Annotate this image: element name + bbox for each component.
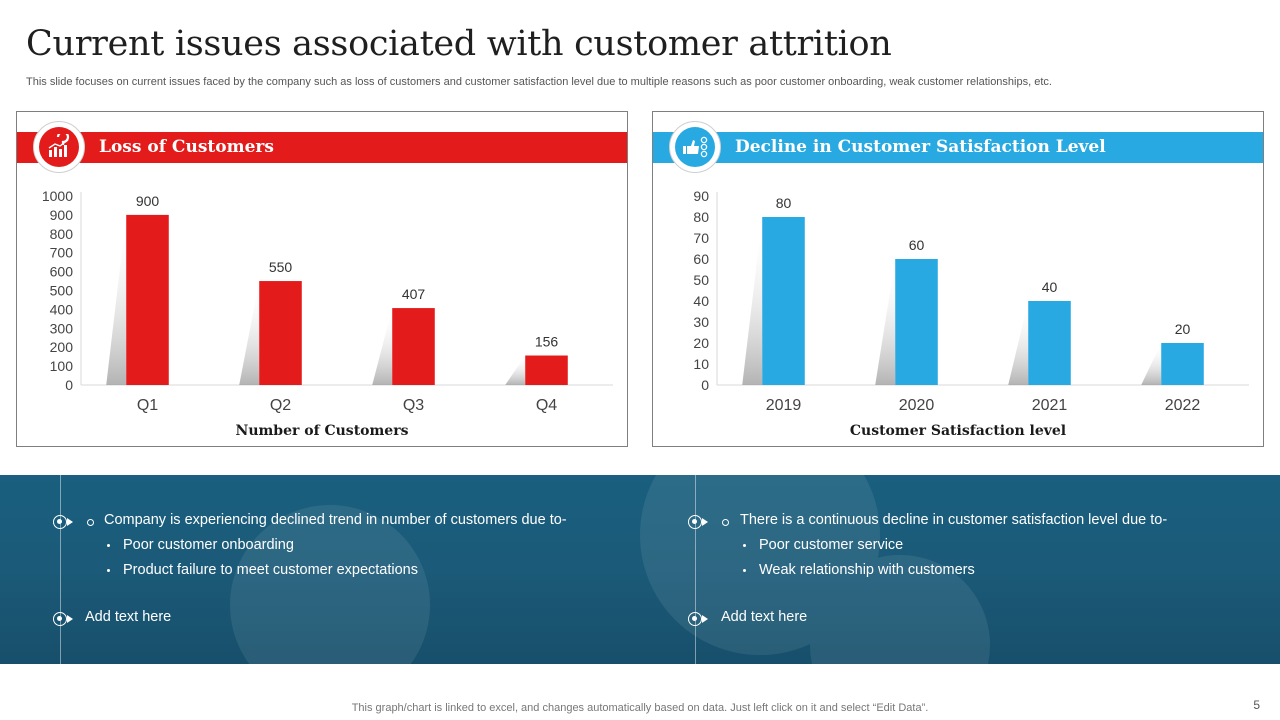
data-label: 156 — [535, 334, 559, 350]
divider-line — [695, 475, 696, 664]
panel-icon-badge — [33, 121, 85, 173]
circle-bullet-icon — [87, 519, 94, 526]
y-tick-label: 50 — [693, 272, 709, 288]
divider-line — [60, 475, 61, 664]
bar — [1161, 343, 1204, 385]
y-tick-label: 500 — [50, 283, 74, 299]
chart-caption: Number of Customers — [235, 423, 409, 439]
bar-shadow — [742, 217, 763, 385]
bullet-icon — [107, 569, 110, 572]
arrow-icon — [702, 518, 708, 526]
loss-of-customers-panel: Loss of Customers 0 100 200 300 400 500 600 700… — [16, 111, 628, 447]
bar-shadow — [239, 281, 260, 385]
chart-caption: Customer Satisfaction level — [849, 423, 1067, 439]
y-tick-label: 0 — [65, 377, 73, 393]
note-sub-item: Poor customer service — [759, 537, 904, 553]
y-tick-label: 80 — [693, 209, 709, 225]
bar — [525, 355, 568, 385]
data-label: 60 — [909, 237, 925, 253]
timeline-marker-icon — [53, 515, 67, 529]
y-tick-label: 40 — [693, 293, 709, 309]
panel-title: Decline in Customer Satisfaction Level — [735, 137, 1106, 157]
y-tick-label: 0 — [701, 377, 709, 393]
note-sub-item: Poor customer onboarding — [123, 537, 294, 553]
y-tick-label: 300 — [50, 320, 74, 336]
y-tick-label: 700 — [50, 245, 74, 261]
circle-bullet-icon — [722, 519, 729, 526]
panel-icon-badge — [669, 121, 721, 173]
y-tick-label: 10 — [693, 356, 709, 372]
satisfaction-panel: Decline in Customer Satisfaction Level 0… — [652, 111, 1264, 447]
panel-header-band: Decline in Customer Satisfaction Level — [653, 132, 1263, 163]
x-tick-label: 2021 — [1032, 397, 1068, 414]
y-tick-label: 900 — [50, 207, 74, 223]
arrow-icon — [67, 518, 73, 526]
bar — [392, 308, 435, 385]
arrow-icon — [702, 615, 708, 623]
y-tick-label: 30 — [693, 314, 709, 330]
y-tick-label: 20 — [693, 335, 709, 351]
page-number: 5 — [1253, 698, 1260, 712]
bar-shadow — [106, 214, 127, 385]
data-label: 80 — [776, 195, 792, 211]
bar — [895, 259, 938, 385]
slide-subtitle: This slide focuses on current issues fac… — [26, 76, 1052, 88]
data-label: 550 — [269, 259, 293, 275]
y-tick-label: 200 — [50, 339, 74, 355]
customer-loss-chart-icon — [39, 127, 79, 167]
x-tick-label: Q4 — [536, 397, 557, 414]
panel-title: Loss of Customers — [99, 137, 274, 157]
bar-shadow — [1008, 301, 1029, 385]
bar — [259, 281, 302, 385]
bar — [762, 217, 805, 385]
data-label: 900 — [136, 193, 160, 209]
y-tick-label: 70 — [693, 230, 709, 246]
notes-band: Company is experiencing declined trend i… — [0, 475, 1280, 664]
y-tick-label: 600 — [50, 264, 74, 280]
x-tick-label: 2019 — [766, 397, 802, 414]
y-tick-label: 400 — [50, 301, 74, 317]
panel-header-band: Loss of Customers — [17, 132, 627, 163]
data-label: 40 — [1042, 279, 1058, 295]
note-main-text: There is a continuous decline in custome… — [740, 512, 1168, 528]
y-tick-label: 60 — [693, 251, 709, 267]
footer-note: This graph/chart is linked to excel, and… — [351, 702, 929, 714]
slide-title: Current issues associated with customer … — [26, 24, 892, 64]
note-main-text: Company is experiencing declined trend i… — [104, 512, 567, 528]
y-tick-label: 100 — [50, 358, 74, 374]
bar-shadow — [1141, 343, 1162, 385]
timeline-marker-icon — [688, 515, 702, 529]
note-placeholder-text[interactable]: Add text here — [721, 609, 808, 625]
x-tick-label: Q3 — [403, 397, 424, 414]
satisfaction-feedback-icon — [675, 127, 715, 167]
bar-shadow — [875, 259, 896, 385]
bar — [1028, 301, 1071, 385]
bullet-icon — [743, 544, 746, 547]
y-tick-label: 1000 — [42, 188, 73, 204]
note-sub-item: Product failure to meet customer expecta… — [123, 562, 418, 578]
note-placeholder-text[interactable]: Add text here — [85, 609, 172, 625]
bar-shadow — [372, 308, 393, 385]
x-tick-label: 2020 — [899, 397, 935, 414]
arrow-icon — [67, 615, 73, 623]
y-tick-label: 90 — [693, 188, 709, 204]
timeline-marker-icon — [688, 612, 702, 626]
bar — [126, 214, 169, 385]
data-label: 20 — [1175, 321, 1191, 337]
bullet-icon — [107, 544, 110, 547]
timeline-marker-icon — [53, 612, 67, 626]
data-label: 407 — [402, 286, 426, 302]
x-tick-label: Q1 — [137, 397, 158, 414]
bar-shadow — [505, 355, 526, 385]
note-sub-item: Weak relationship with customers — [759, 562, 975, 578]
customers-bar-chart: 0 100 200 300 400 500 600 700 800 900 1000 900 Q1 550… — [42, 188, 613, 414]
x-tick-label: 2022 — [1165, 397, 1201, 414]
y-tick-label: 800 — [50, 226, 74, 242]
x-tick-label: Q2 — [270, 397, 291, 414]
bullet-icon — [743, 569, 746, 572]
